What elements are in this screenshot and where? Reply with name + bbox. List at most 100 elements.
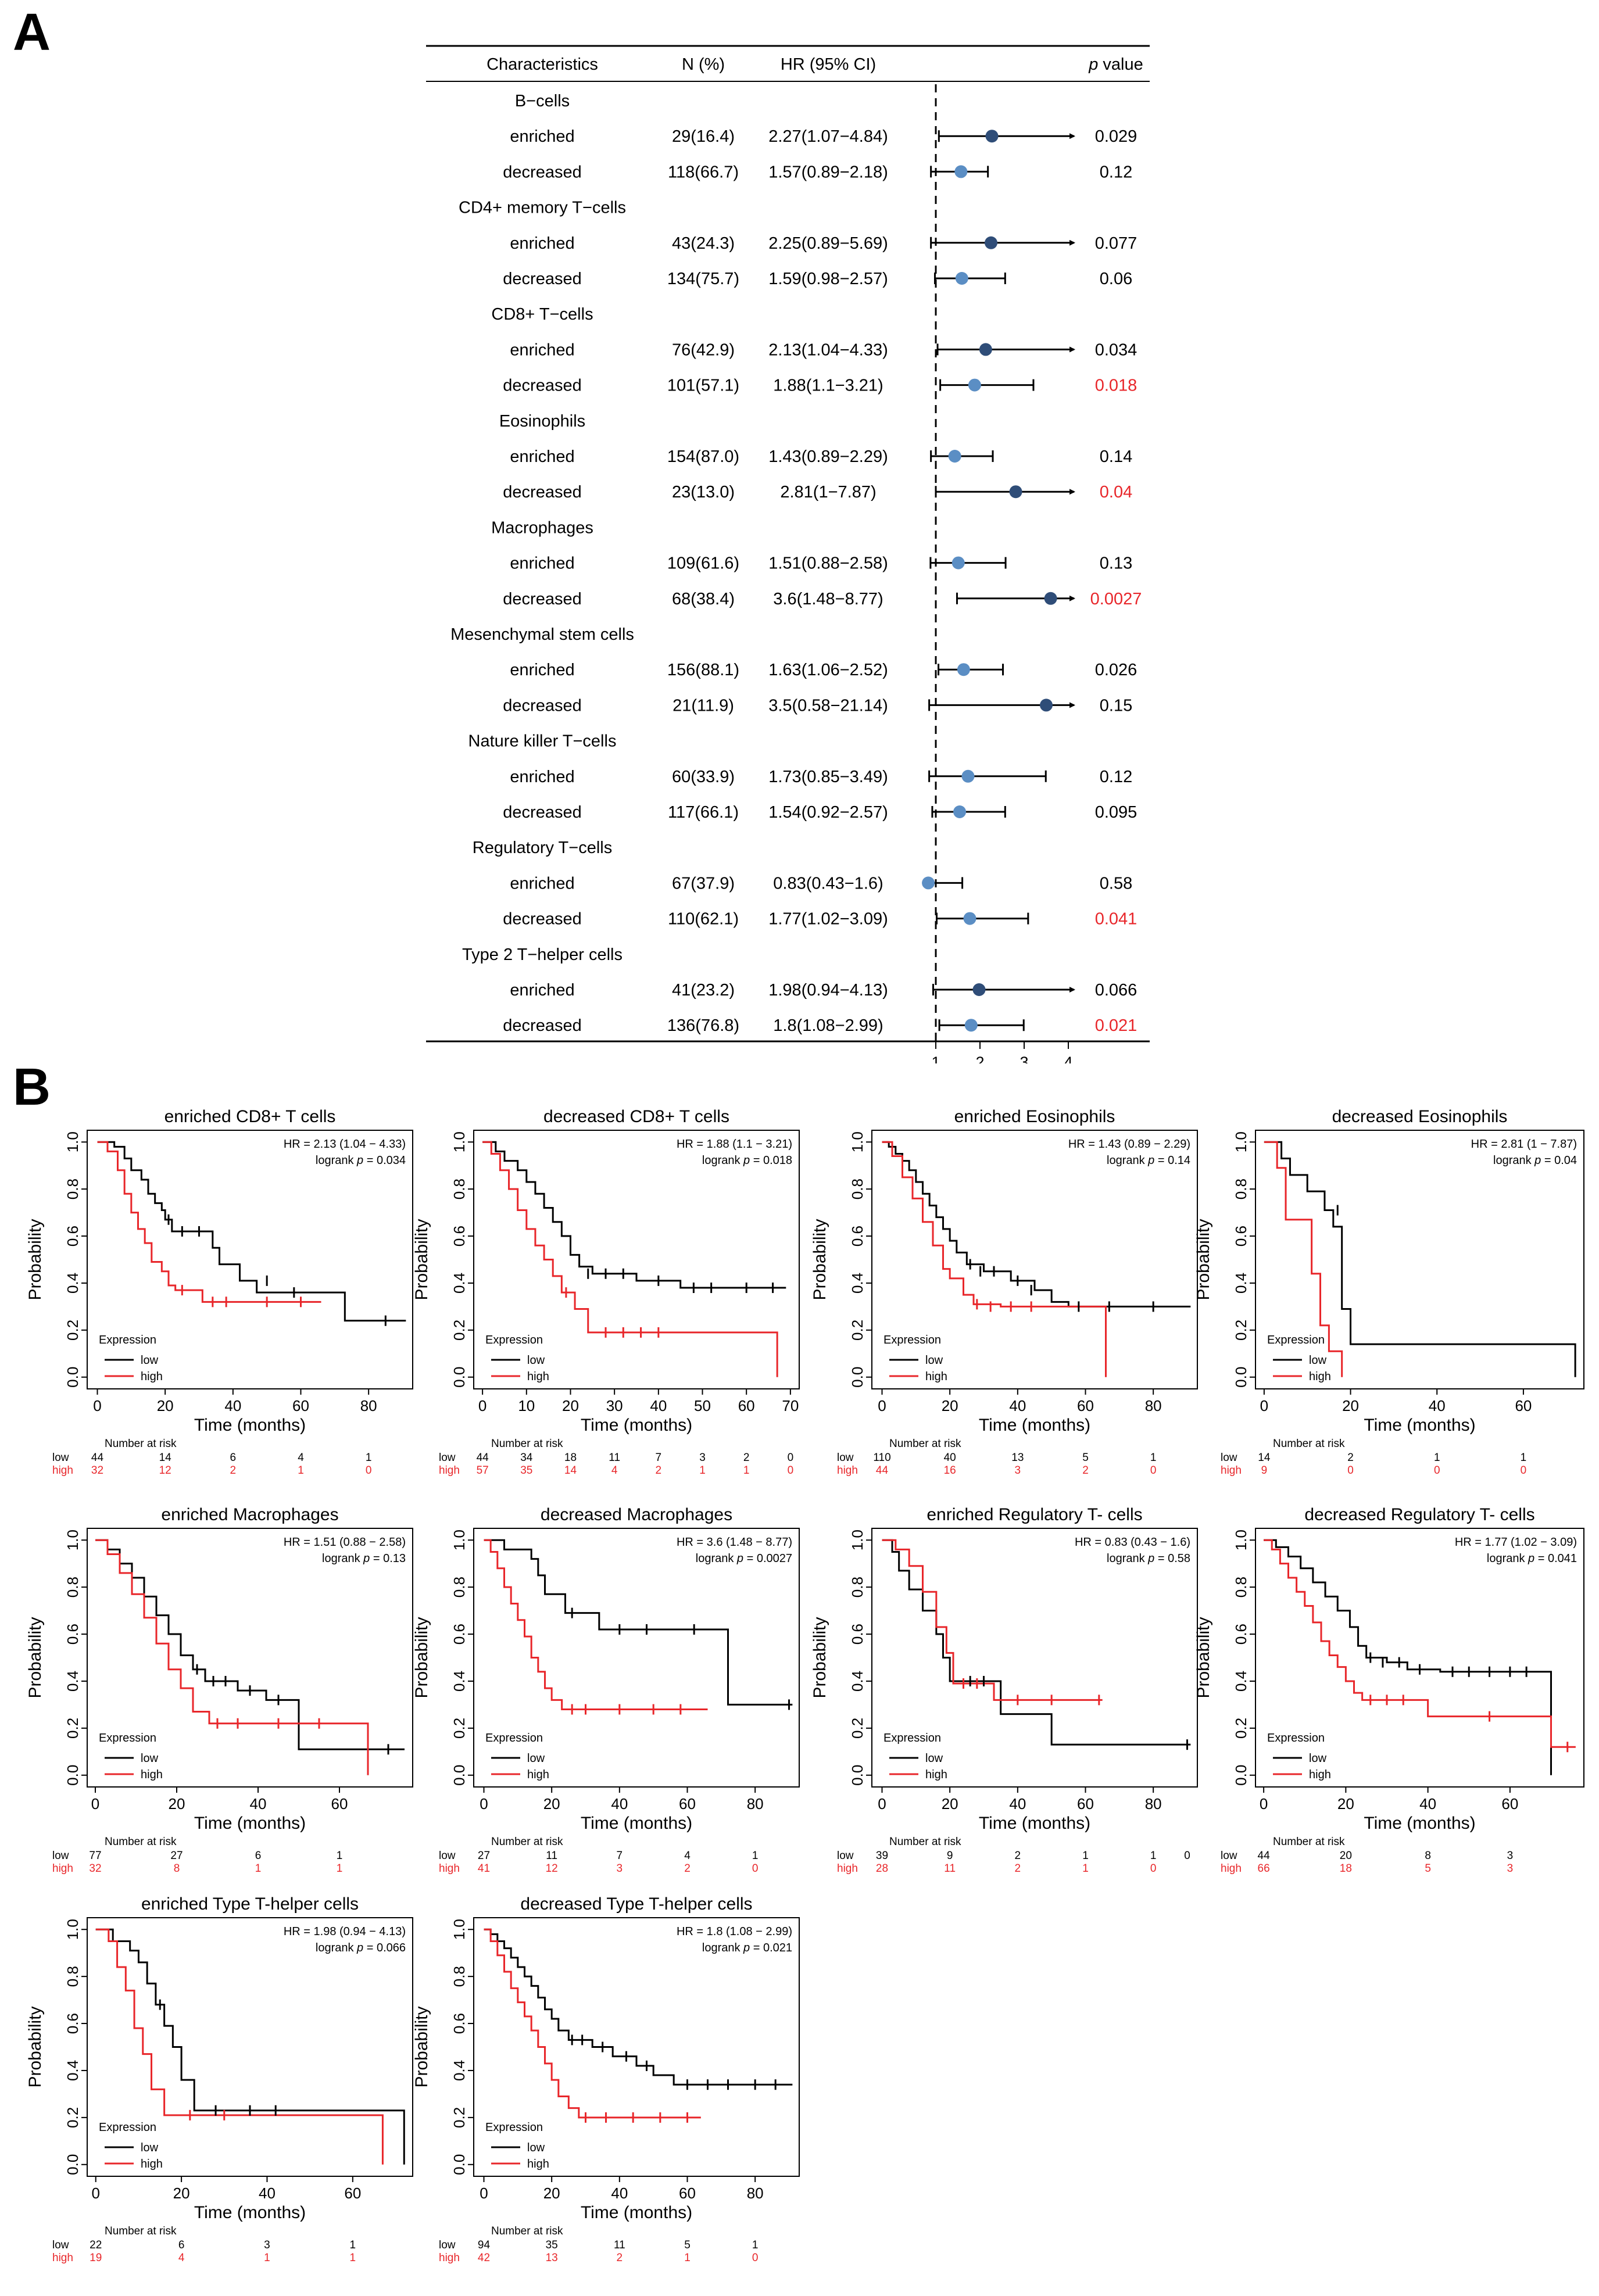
km-risk-low-value: 1 bbox=[1150, 1452, 1157, 1464]
row-n: 101(57.1) bbox=[667, 377, 739, 395]
km-risk-low-value: 1 bbox=[1150, 1850, 1157, 1862]
km-title: enriched CD8+ T cells bbox=[164, 1107, 336, 1126]
km-risk-low-value: 11 bbox=[614, 2239, 625, 2251]
km-x-tick-label: 40 bbox=[250, 1795, 267, 1813]
km-risk-high-label: high bbox=[439, 2252, 460, 2264]
km-risk-low-label: low bbox=[1221, 1452, 1237, 1464]
group-label: Type 2 T−helper cells bbox=[462, 945, 623, 964]
km-xlabel: Time (months) bbox=[1364, 1416, 1475, 1435]
km-plot: enriched Macrophages 0.0 0.2 0.4 0.6 0.8 1.0 Pr… bbox=[26, 1505, 413, 1875]
km-x-tick-label: 60 bbox=[738, 1397, 755, 1414]
km-curve-high bbox=[95, 1928, 384, 2165]
km-title: enriched Regulatory T- cells bbox=[927, 1505, 1142, 1524]
km-risk-low-value: 20 bbox=[1340, 1850, 1352, 1862]
km-logrank-text: logrank p = 0.018 bbox=[702, 1154, 792, 1167]
km-risk-high-value: 0 bbox=[1150, 1862, 1157, 1875]
km-y-tick-label: 0.0 bbox=[450, 1367, 468, 1388]
group-label: Regulatory T−cells bbox=[473, 839, 612, 857]
km-risk-high-label: high bbox=[1221, 1464, 1242, 1477]
km-risk-low-value: 7 bbox=[656, 1452, 662, 1464]
row-n: 118(66.7) bbox=[668, 163, 739, 181]
km-title: decreased CD8+ T cells bbox=[543, 1107, 729, 1126]
hr-point bbox=[957, 663, 970, 676]
group-label: Eosinophils bbox=[499, 412, 585, 431]
km-risk-title: Number at risk bbox=[1273, 1438, 1345, 1450]
km-risk-high-value: 1 bbox=[298, 1464, 304, 1477]
hr-point bbox=[985, 236, 997, 249]
km-legend-low: low bbox=[141, 1354, 159, 1367]
km-risk-high-value: 2 bbox=[617, 2252, 623, 2264]
km-risk-low-value: 110 bbox=[873, 1452, 890, 1464]
km-risk-high-value: 2 bbox=[1082, 1464, 1089, 1477]
row-label: decreased bbox=[503, 590, 581, 608]
hr-point bbox=[1044, 592, 1057, 605]
km-risk-low-value: 14 bbox=[1258, 1452, 1271, 1464]
km-x-tick-label: 80 bbox=[747, 1795, 764, 1813]
km-x-tick-label: 40 bbox=[1009, 1397, 1026, 1414]
km-legend-high: high bbox=[141, 2158, 163, 2170]
row-n: 154(87.0) bbox=[667, 447, 739, 466]
km-ylabel: Probability bbox=[26, 2006, 45, 2087]
km-risk-low-value: 8 bbox=[1425, 1850, 1431, 1862]
km-x-tick-label: 40 bbox=[1429, 1397, 1446, 1414]
km-plot: decreased Macrophages 0.0 0.2 0.4 0.6 0.8 1.0 P… bbox=[412, 1505, 800, 1875]
km-risk-high-value: 1 bbox=[743, 1464, 750, 1477]
km-risk-high-value: 14 bbox=[564, 1464, 577, 1477]
km-risk-high-value: 1 bbox=[699, 1464, 706, 1477]
km-logrank-text: logrank p = 0.58 bbox=[1107, 1552, 1190, 1565]
km-x-tick-label: 40 bbox=[650, 1397, 667, 1414]
km-risk-low-value: 4 bbox=[684, 1850, 691, 1862]
km-risk-low-value: 1 bbox=[1434, 1452, 1440, 1464]
km-y-tick-label: 0.6 bbox=[450, 2013, 468, 2034]
row-p-value: 0.14 bbox=[1100, 447, 1132, 466]
km-curve-high bbox=[882, 1141, 1107, 1377]
hr-point bbox=[961, 769, 975, 783]
km-y-tick-label: 0.0 bbox=[64, 1367, 81, 1388]
header-hr: HR (95% CI) bbox=[781, 55, 876, 74]
row-hr-ci: 1.98(0.94−4.13) bbox=[768, 981, 888, 1000]
km-risk-high-value: 44 bbox=[876, 1464, 889, 1477]
hr-point bbox=[1009, 485, 1022, 499]
km-y-tick-label: 0.4 bbox=[450, 2060, 468, 2081]
km-x-tick-label: 0 bbox=[91, 1795, 99, 1813]
km-risk-low-value: 6 bbox=[230, 1452, 237, 1464]
km-risk-high-value: 16 bbox=[944, 1464, 956, 1477]
km-y-tick-label: 1.0 bbox=[849, 1131, 866, 1152]
km-legend-low: low bbox=[1309, 1752, 1327, 1765]
km-curve-high bbox=[882, 1539, 1103, 1701]
km-legend-low: low bbox=[141, 1752, 159, 1765]
km-y-tick-label: 0.2 bbox=[64, 1320, 81, 1341]
km-logrank-text: logrank p = 0.13 bbox=[322, 1552, 406, 1565]
km-hr-text: HR = 0.83 (0.43 − 1.6) bbox=[1075, 1536, 1190, 1549]
km-x-tick-label: 20 bbox=[1337, 1795, 1354, 1813]
row-p-value: 0.0027 bbox=[1090, 590, 1142, 608]
row-label: decreased bbox=[503, 910, 581, 929]
row-n: 41(23.2) bbox=[672, 981, 735, 1000]
km-risk-low-value: 11 bbox=[546, 1850, 557, 1862]
row-label: decreased bbox=[503, 377, 581, 395]
km-y-tick-label: 1.0 bbox=[64, 1131, 81, 1152]
km-y-tick-label: 0.2 bbox=[64, 2107, 81, 2128]
km-y-tick-label: 0.2 bbox=[849, 1320, 866, 1341]
km-legend-low: low bbox=[527, 1752, 545, 1765]
km-plot: enriched Eosinophils 0.0 0.2 0.4 0.6 0.8 1.0 Pr… bbox=[810, 1107, 1198, 1477]
km-x-tick-label: 0 bbox=[878, 1795, 886, 1813]
row-hr-ci: 1.54(0.92−2.57) bbox=[768, 803, 888, 822]
km-risk-high-value: 12 bbox=[159, 1464, 171, 1477]
km-logrank-text: logrank p = 0.041 bbox=[1487, 1552, 1577, 1565]
km-risk-high-value: 18 bbox=[1340, 1862, 1352, 1875]
row-hr-ci: 3.6(1.48−8.77) bbox=[773, 590, 883, 608]
km-title: decreased Regulatory T- cells bbox=[1304, 1505, 1534, 1524]
km-risk-low-value: 5 bbox=[684, 2239, 691, 2251]
row-p-value: 0.095 bbox=[1095, 803, 1137, 822]
km-xlabel: Time (months) bbox=[194, 2203, 306, 2222]
km-risk-low-value: 2 bbox=[743, 1452, 750, 1464]
km-y-tick-label: 0.8 bbox=[64, 1966, 81, 1987]
km-risk-title: Number at risk bbox=[889, 1438, 961, 1450]
km-legend-low: low bbox=[141, 2141, 159, 2154]
row-hr-ci: 1.8(1.08−2.99) bbox=[773, 1016, 883, 1035]
km-risk-high-value: 0 bbox=[752, 2252, 759, 2264]
km-risk-high-value: 0 bbox=[1434, 1464, 1440, 1477]
km-x-tick-label: 20 bbox=[169, 1795, 185, 1813]
km-ylabel: Probability bbox=[1194, 1617, 1213, 1698]
